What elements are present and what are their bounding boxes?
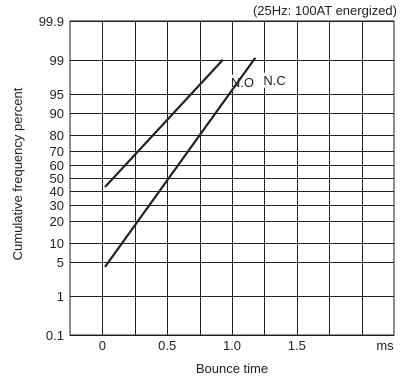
y-tick-label: 10 — [50, 236, 64, 251]
series-line-no — [104, 59, 224, 188]
x-tick-labels: 0 0.5 1.0 1.5 — [99, 338, 306, 353]
chart-condition-note: (25Hz: 100AT energized) — [253, 3, 397, 18]
y-tick-label: 1 — [57, 289, 64, 304]
y-axis-label: Cumulative frequency percent — [10, 87, 25, 260]
y-tick-label: 99.9 — [39, 14, 64, 29]
y-tick-label: 20 — [50, 214, 64, 229]
grid-lines — [70, 21, 394, 336]
y-tick-label: 95 — [50, 87, 64, 102]
y-tick-label: 40 — [50, 184, 64, 199]
y-tick-label: 80 — [50, 128, 64, 143]
y-tick-label: 30 — [50, 198, 64, 213]
x-tick-label: 1.0 — [223, 338, 241, 353]
x-axis-label: Bounce time — [196, 361, 268, 376]
y-tick-label: 90 — [50, 106, 64, 121]
series-label-nc: N.C — [263, 73, 285, 88]
series-label-background — [261, 72, 288, 88]
series-line-nc — [104, 57, 257, 268]
y-tick-label: 99 — [50, 53, 64, 68]
y-tick-label: 5 — [57, 255, 64, 270]
series-label-no: N.O — [231, 75, 254, 90]
y-tick-label: 70 — [50, 144, 64, 159]
x-tick-label: 0.5 — [158, 338, 176, 353]
y-tick-label: 0.1 — [46, 328, 64, 343]
x-axis-unit: ms — [376, 338, 394, 353]
plot-frame — [69, 20, 395, 336]
y-tick-label: 50 — [50, 171, 64, 186]
x-tick-label: 1.5 — [288, 338, 306, 353]
y-tick-label: 60 — [50, 158, 64, 173]
series-lines: N.O N.C — [104, 57, 288, 268]
x-tick-label: 0 — [99, 338, 106, 353]
